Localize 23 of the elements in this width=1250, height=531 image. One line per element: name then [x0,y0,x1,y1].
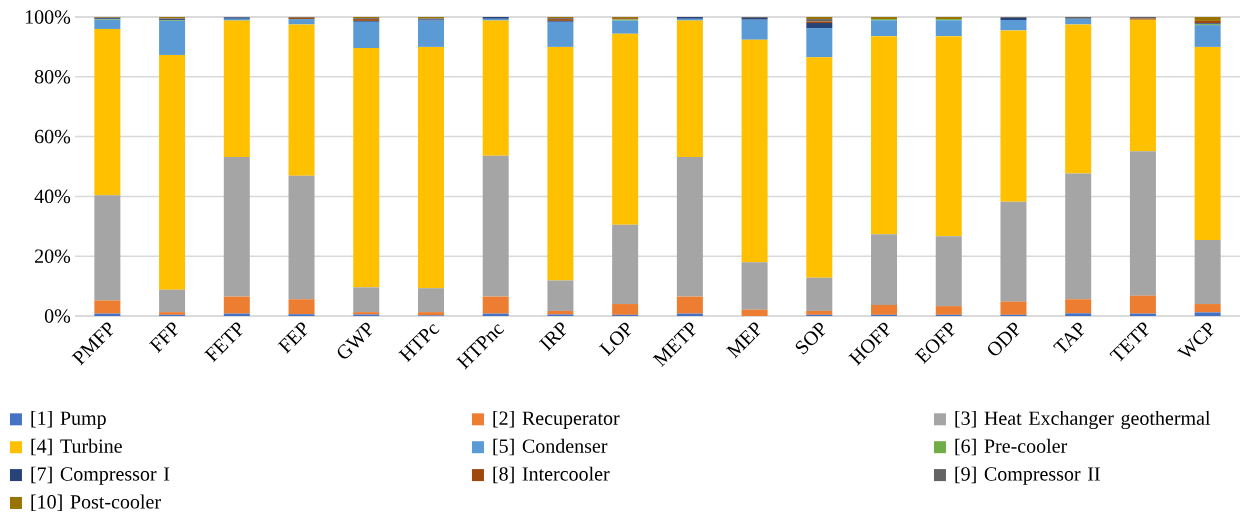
x-tick-label: TAP [1052,322,1085,354]
x-tick-label: FFP [148,322,178,353]
y-tick-label: 80% [34,70,71,84]
legend-label: [2] Recuperator [493,410,620,430]
legend-label: [5] Condenser [493,438,608,456]
y-tick-label: 100% [25,10,71,24]
x-tick-label: SOP [795,322,826,355]
legend-label: [1] Pump [31,410,106,430]
legend-label: [6] Pre-cooler [955,438,1068,456]
x-tick-label: IRP [538,322,567,352]
x-tick-label: ODP [988,322,1020,356]
x-tick-label: LOP [598,322,632,357]
y-tick-label: 40% [34,189,71,204]
legend-label: [8] Intercooler [493,466,610,484]
legend-label: [4] Turbine [31,438,122,456]
legend-label: [10] Post-cooler [31,494,161,512]
legend-label: [7] Compressor I [31,466,170,485]
y-tick-label: 20% [35,249,71,263]
y-tick-label: 0% [44,309,71,323]
y-tick-label: 60% [35,129,71,144]
legend-label: [9] Compressor II [955,466,1100,485]
legend-label: [3] Heat Exchanger geothermal [955,410,1211,430]
x-tick-label: FEP [277,322,308,354]
